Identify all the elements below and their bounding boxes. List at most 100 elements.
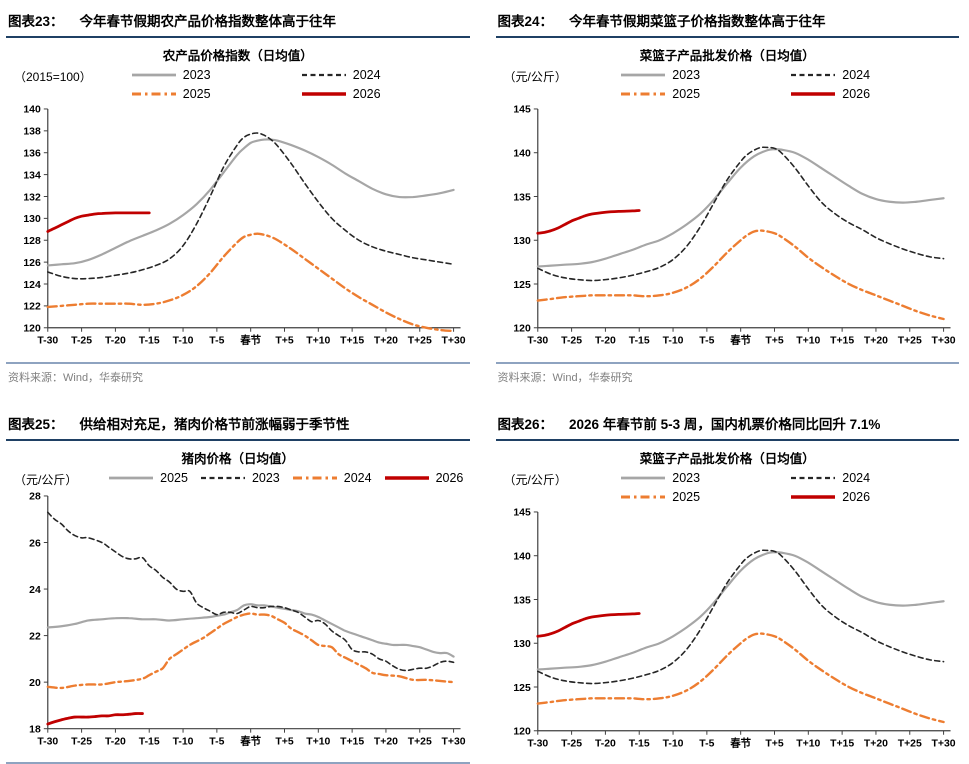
chart-subtitle: 猪肉价格（日均值） <box>181 451 294 466</box>
figure-title: 图表26： 2026 年春节前 5-3 周，国内机票价格同比回升 7.1% <box>495 409 959 441</box>
legend-label: 2023 <box>672 68 701 82</box>
x-tick-label: T-30 <box>37 336 58 347</box>
x-tick-label: T+20 <box>863 738 887 749</box>
x-tick-label: T+25 <box>897 336 921 347</box>
axis-unit-label: （元/公斤） <box>14 472 78 487</box>
y-tick-label: 140 <box>513 551 531 562</box>
x-tick-label: T-25 <box>71 736 92 747</box>
legend-label: 2024 <box>842 68 871 82</box>
x-tick-label: T-15 <box>139 736 160 747</box>
series-line-2023 <box>46 511 455 671</box>
x-tick-label: T+10 <box>796 336 820 347</box>
x-tick-label: T-10 <box>173 736 194 747</box>
chart-panel-25: 图表25： 供给相对充足，猪肉价格节前涨幅弱于季节性 猪肉价格（日均值） （元/… <box>6 409 470 764</box>
series-line-2024 <box>536 549 944 684</box>
figure-title-text: 供给相对充足，猪肉价格节前涨幅弱于季节性 <box>79 416 350 432</box>
y-tick-label: 20 <box>29 678 41 689</box>
legend-line-sample <box>621 92 666 96</box>
legend-line-sample <box>621 476 666 480</box>
legend-line-sample <box>384 475 429 480</box>
y-tick-label: 132 <box>23 192 41 203</box>
x-tick-label: T+5 <box>275 736 293 747</box>
x-tick-label: T+20 <box>374 336 398 347</box>
source-divider <box>6 361 470 364</box>
legend-item-2025: 2025 <box>620 490 760 504</box>
legend-item-2024: 2024 <box>292 471 372 485</box>
legend-label: 2023 <box>251 470 280 485</box>
x-tick-label: T-20 <box>105 736 126 747</box>
x-tick-label: T+20 <box>374 736 398 747</box>
y-tick-label: 130 <box>513 639 531 650</box>
y-tick-label: 135 <box>513 192 531 203</box>
legend-label: 2024 <box>343 470 372 485</box>
x-tick-label: T+10 <box>796 738 820 749</box>
chart-header: 菜篮子产品批发价格（日均值） （元/公斤） 2023 2024 2025 2026 <box>496 38 960 101</box>
figure-title: 图表23： 今年春节假期农产品价格指数整体高于往年 <box>6 6 470 38</box>
y-tick-label: 126 <box>23 258 41 269</box>
chart-subtitle: 农产品价格指数（日均值） <box>162 49 313 63</box>
figure-title: 图表24： 今年春节假期菜篮子价格指数整体高于往年 <box>495 6 959 38</box>
x-tick-label: T+5 <box>765 738 783 749</box>
legend-item-2024: 2024 <box>790 471 930 485</box>
y-tick-label: 22 <box>29 631 41 642</box>
x-tick-label: T-10 <box>173 336 194 347</box>
legend-label: 2024 <box>842 470 871 485</box>
legend-label: 2023 <box>672 470 701 485</box>
series-line-2024 <box>536 146 944 282</box>
x-tick-label: T+15 <box>340 336 364 347</box>
series-line-2026 <box>535 611 641 638</box>
x-tick-label: T+10 <box>306 736 330 747</box>
plot-area: 120 125 130 135 140 145 T-30 T-25 T-20 T-15 T-10 T-… <box>513 105 955 347</box>
figure-label: 图表24： <box>497 14 554 29</box>
y-tick-label: 120 <box>513 726 531 737</box>
series-line-2025 <box>536 229 945 321</box>
legend-label: 2025 <box>672 87 701 101</box>
legend-label: 2026 <box>435 470 464 485</box>
x-tick-label: T+10 <box>306 336 330 347</box>
x-tick-label: T+15 <box>340 736 364 747</box>
y-tick-label: 18 <box>29 724 41 735</box>
legend-label: 2026 <box>352 87 381 101</box>
legend-line-sample <box>791 476 836 479</box>
y-tick-label: 135 <box>513 595 531 606</box>
legend-item-2025: 2025 <box>108 471 188 485</box>
y-tick-label: 124 <box>23 280 41 291</box>
legend-line-sample <box>791 73 836 77</box>
x-tick-label: T-10 <box>662 738 683 749</box>
legend-item-2023: 2023 <box>620 68 760 82</box>
x-tick-label: T-15 <box>628 336 649 347</box>
legend-line-sample <box>791 494 836 499</box>
x-tick-label: 春节 <box>730 736 751 749</box>
series-line-2025 <box>536 632 945 723</box>
source-divider <box>495 361 959 364</box>
legend-line-sample <box>301 92 346 96</box>
plot-area: 120 125 130 135 140 145 T-30 T-25 T-20 T-15 T-10 T-… <box>513 507 955 749</box>
source-divider <box>6 762 470 764</box>
chart-panel-24: 图表24： 今年春节假期菜篮子价格指数整体高于往年 菜篮子产品批发价格（日均值）… <box>495 6 960 391</box>
series-line-2026 <box>535 209 641 235</box>
x-tick-label: T-5 <box>699 336 714 347</box>
x-tick-label: T-15 <box>628 738 649 749</box>
legend-label: 2023 <box>182 68 211 82</box>
axis-unit-label: （元/公斤） <box>503 472 567 487</box>
axis-unit-label: （元/公斤） <box>503 70 567 84</box>
legend-line-sample <box>621 73 666 77</box>
y-tick-label: 130 <box>513 236 531 247</box>
legend-label: 2026 <box>842 489 871 504</box>
x-tick-label: T-20 <box>594 738 615 749</box>
legend-item-2024: 2024 <box>790 68 930 82</box>
legend-label: 2024 <box>352 68 381 82</box>
x-tick-label: T-10 <box>662 336 683 347</box>
y-tick-label: 136 <box>23 148 41 159</box>
x-tick-label: 春节 <box>730 334 751 347</box>
y-tick-label: 130 <box>23 214 41 225</box>
legend-line-sample <box>301 73 346 77</box>
x-tick-label: T+30 <box>442 736 466 747</box>
y-tick-label: 24 <box>29 584 41 595</box>
legend-line-sample <box>131 73 176 77</box>
legend-item-2026: 2026 <box>384 470 464 485</box>
series-line-2026 <box>46 711 144 726</box>
legend-label: 2026 <box>842 87 871 101</box>
figure-label: 图表25： <box>8 416 64 432</box>
x-tick-label: T+5 <box>275 336 293 347</box>
